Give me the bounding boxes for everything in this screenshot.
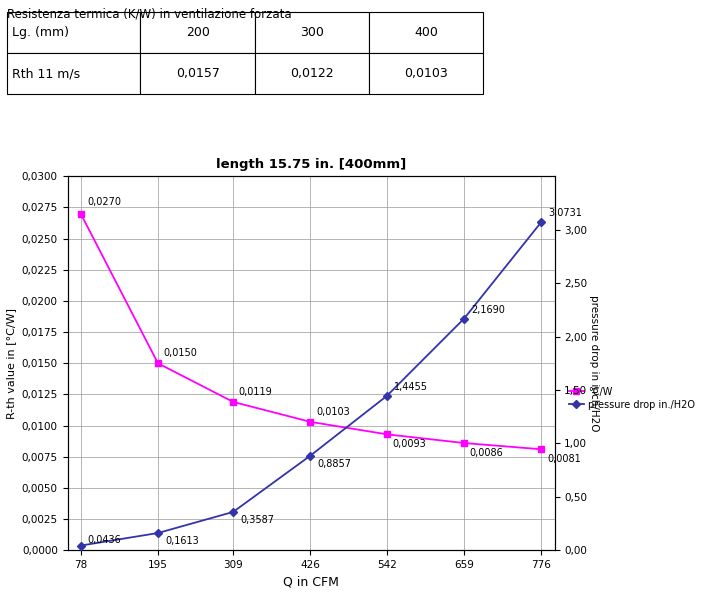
Bar: [369, 54, 483, 94]
Text: 0,0103: 0,0103: [405, 67, 448, 80]
Text: Lg. (mm): Lg. (mm): [12, 26, 69, 39]
X-axis label: Q in CFM: Q in CFM: [283, 576, 339, 589]
Text: 300: 300: [300, 26, 324, 39]
Y-axis label: R-th value in [°C/W]: R-th value in [°C/W]: [6, 308, 16, 419]
Bar: [141, 12, 255, 54]
Text: 0,0081: 0,0081: [547, 454, 581, 464]
Bar: [369, 12, 483, 54]
Text: 0,0150: 0,0150: [164, 348, 198, 358]
Text: 0,0436: 0,0436: [87, 535, 122, 545]
Text: 0,0093: 0,0093: [392, 439, 427, 449]
Text: 0,0103: 0,0103: [316, 407, 350, 417]
Text: 0,0122: 0,0122: [290, 67, 333, 80]
Text: 3,0731: 3,0731: [548, 209, 582, 218]
Y-axis label: pressure drop in inch/H2O: pressure drop in inch/H2O: [589, 295, 599, 432]
Text: 0,8857: 0,8857: [317, 458, 351, 469]
Title: length 15.75 in. [400mm]: length 15.75 in. [400mm]: [216, 158, 406, 171]
Bar: [7, 12, 141, 54]
Bar: [255, 12, 369, 54]
Text: Rth 11 m/s: Rth 11 m/s: [12, 67, 80, 80]
Text: 0,0119: 0,0119: [239, 387, 272, 397]
Text: 0,0270: 0,0270: [87, 198, 122, 207]
Text: Resistenza termica (K/W) in ventilazione forzata: Resistenza termica (K/W) in ventilazione…: [7, 7, 292, 20]
Bar: [141, 54, 255, 94]
Text: 0,3587: 0,3587: [240, 515, 274, 525]
Bar: [7, 54, 141, 94]
Text: 0,0157: 0,0157: [176, 67, 220, 80]
Text: 200: 200: [186, 26, 210, 39]
Text: 2,1690: 2,1690: [471, 305, 505, 315]
Text: 1,4455: 1,4455: [394, 382, 428, 392]
Text: 0,0086: 0,0086: [470, 447, 503, 458]
Legend: °C/W, pressure drop in./H2O: °C/W, pressure drop in./H2O: [570, 387, 695, 410]
Text: 0,1613: 0,1613: [165, 536, 198, 546]
Bar: [255, 54, 369, 94]
Text: 400: 400: [415, 26, 438, 39]
